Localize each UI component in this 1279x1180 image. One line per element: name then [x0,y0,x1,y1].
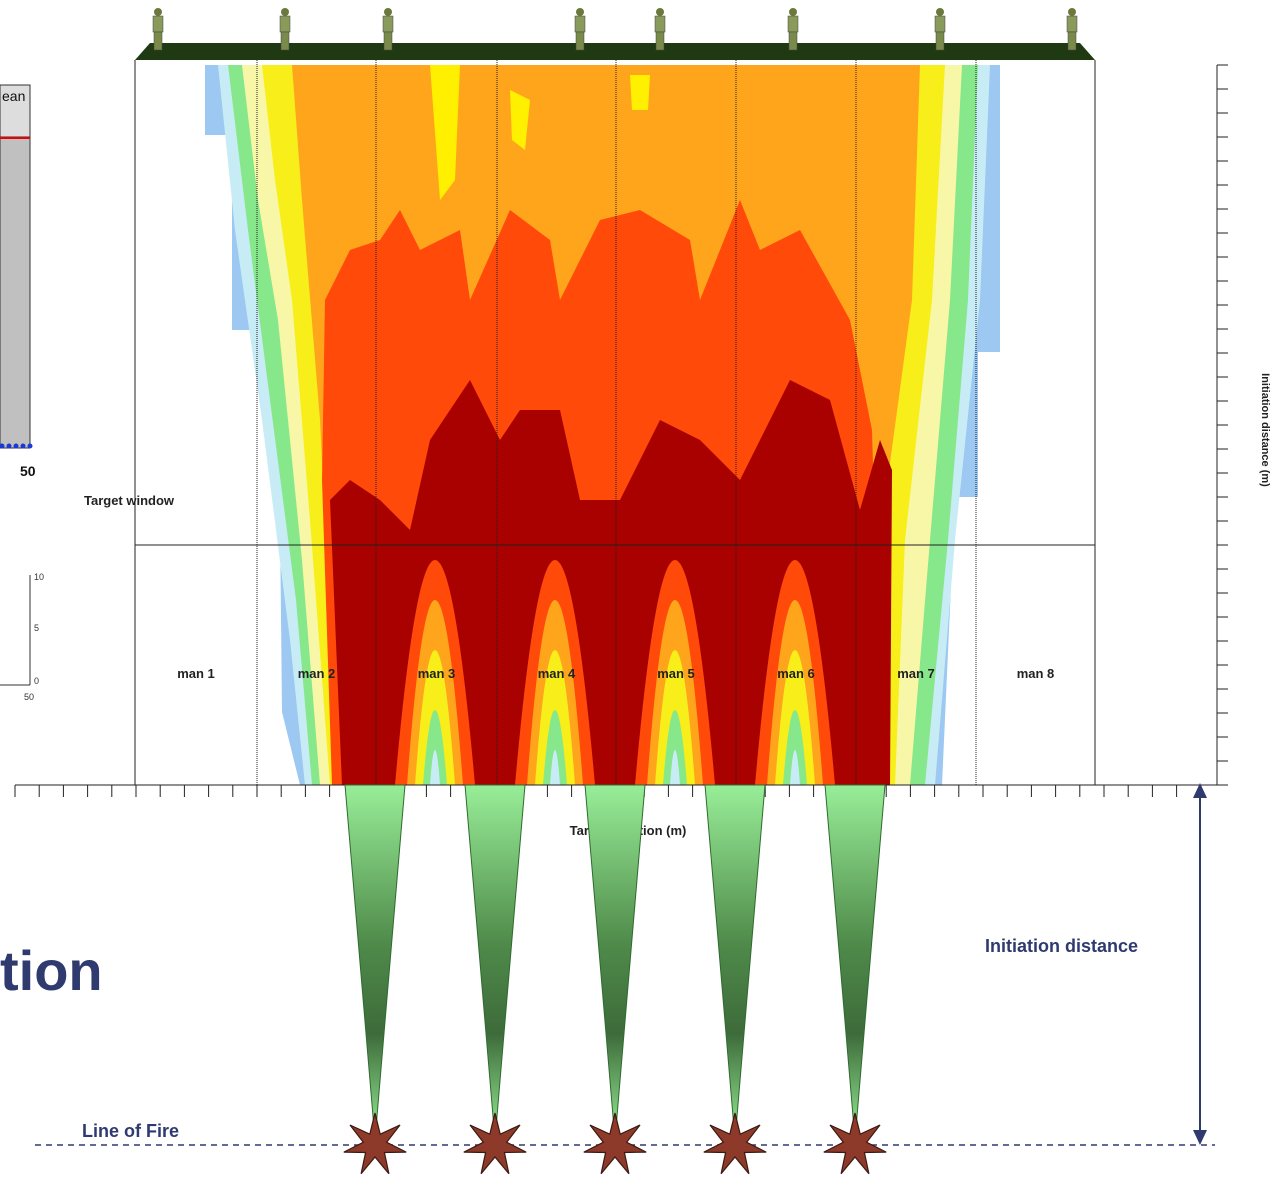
soldiers [152,8,1078,51]
left-panel-x-label: 50 [20,463,36,479]
heat-arch [663,710,687,785]
target-label: man 3 [418,666,456,681]
left-panel-header-text: ean [2,88,25,104]
left-panel-dots [0,443,33,449]
heat-streak [630,75,650,110]
target-label: man 8 [1017,666,1055,681]
heat-arch [423,710,447,785]
soldier-body [382,15,394,33]
soldier-legs [575,31,585,51]
soldier-head [936,8,944,16]
heat-arch [790,750,800,785]
inset-tick: 5 [34,623,39,633]
heat-arch [543,710,567,785]
big-title-fragment: tion [0,939,103,1002]
left-panel-header [0,84,31,138]
muzzle-star [583,1112,647,1175]
inset-tick: 10 [34,572,44,582]
fire-cone [344,784,406,1141]
soldier-legs [935,31,945,51]
dot [27,443,33,449]
target-labels: man 1 man 2 man 3 man 4 man 5 man 6 man 7 man 8 [177,666,1054,681]
heat-arch [550,750,560,785]
heat-arches [395,560,835,785]
soldier-legs [788,31,798,51]
inset-x-label: 50 [24,692,34,702]
fire-cone [584,784,646,1141]
soldier-legs [655,31,665,51]
target-label: man 2 [298,666,336,681]
heat-layer [330,380,892,785]
muzzle-star [463,1112,527,1175]
arrow-head [1193,1130,1207,1145]
heat-streak [510,90,530,150]
soldier-head [154,8,162,16]
fire-cone [464,784,526,1141]
soldier-legs [383,31,393,51]
target-label: man 6 [777,666,815,681]
arrow-head [1193,783,1207,798]
y-axis-title: Initiation distance (m) [1259,373,1271,487]
soldier-body [654,15,666,33]
dot [20,443,26,449]
heat-streak [430,65,460,200]
fire-cone [824,784,886,1141]
dot [6,443,12,449]
soldier-head [576,8,584,16]
stars [343,1112,887,1175]
left-panel-box [0,84,31,449]
soldier-body [279,15,291,33]
muzzle-star [823,1112,887,1175]
initiation-distance-label: Initiation distance [985,936,1138,956]
platform [135,43,1095,60]
target-label: man 4 [538,666,576,681]
inset-tick: 0 [34,676,39,686]
soldier-head [656,8,664,16]
target-label: man 7 [897,666,935,681]
muzzle-star [703,1112,767,1175]
dot [0,443,5,449]
heat-arch [670,750,680,785]
dot [13,443,19,449]
soldier-legs [280,31,290,51]
soldier-head [1068,8,1076,16]
soldier-body [574,15,586,33]
target-label: man 1 [177,666,215,681]
soldier-head [789,8,797,16]
soldier-body [152,15,164,33]
soldier-legs [153,31,163,51]
soldier-legs [1067,31,1077,51]
soldier-body [1066,15,1078,33]
target-label: man 5 [657,666,695,681]
heat-arch [783,710,807,785]
grid [134,60,1096,785]
line-of-fire-label: Line of Fire [82,1121,179,1141]
soldier-head [384,8,392,16]
fire-cone [704,784,766,1141]
muzzle-star [343,1112,407,1175]
soldier-head [281,8,289,16]
soldier-body [787,15,799,33]
soldier-body [934,15,946,33]
cones [344,784,886,1141]
heat-arch [430,750,440,785]
target-window-label: Target window [84,493,175,508]
